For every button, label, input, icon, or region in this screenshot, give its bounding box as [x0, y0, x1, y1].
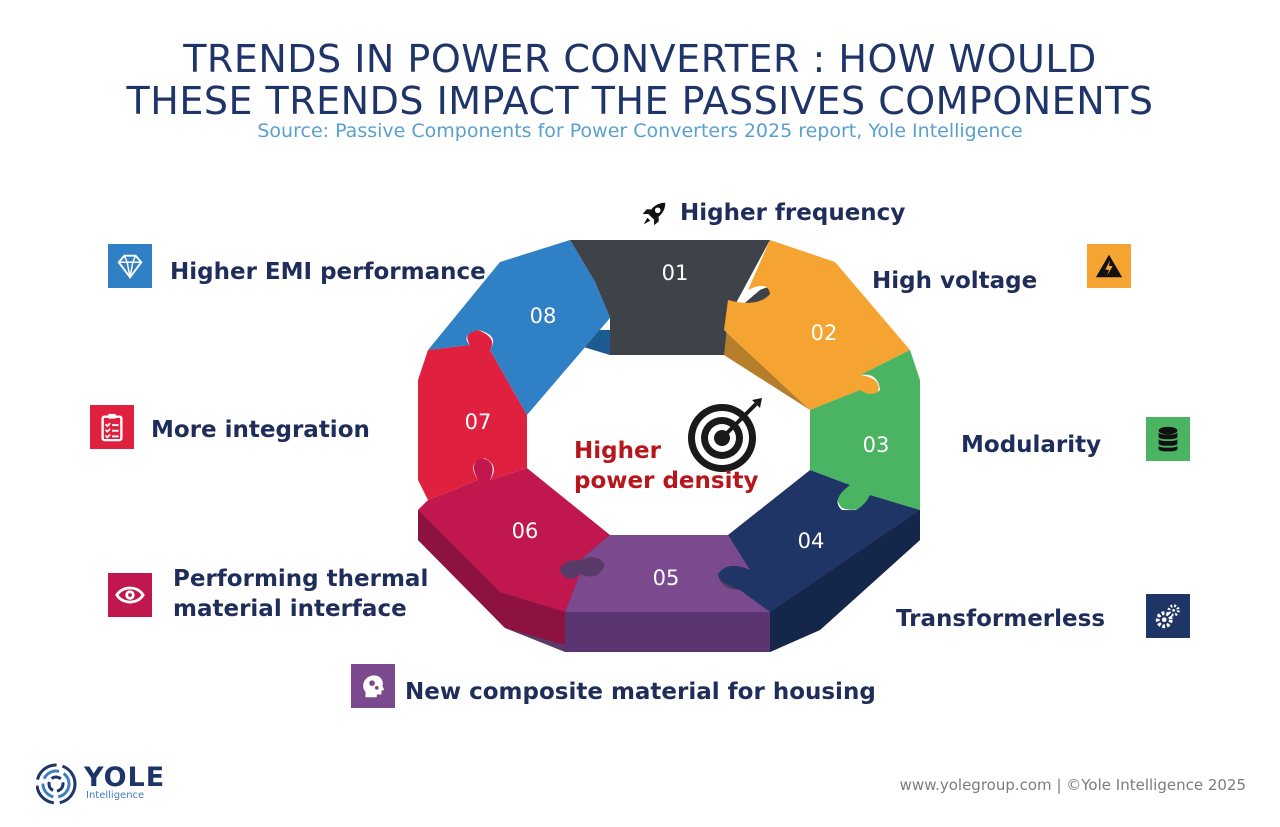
database-icon: [1146, 417, 1190, 461]
clipboard-icon: [90, 405, 134, 449]
rocket-icon: [632, 192, 676, 236]
ring-top: [418, 240, 920, 612]
logo-subtitle: Intelligence: [86, 790, 145, 801]
source-line: Source: Passive Components for Power Con…: [257, 120, 1023, 142]
ring-center: [527, 355, 810, 535]
head-gears-icon: [351, 664, 395, 708]
segment-number-08: 08: [530, 304, 557, 328]
label-higher-frequency: Higher frequency: [680, 200, 906, 226]
title-line-2: THESE TRENDS IMPACT THE PASSIVES COMPONE…: [126, 79, 1154, 123]
label-higher-emi-performance: Higher EMI performance: [170, 259, 486, 285]
high-voltage-icon: [1087, 244, 1131, 288]
segment-06: [418, 458, 610, 612]
segment-06-side: [418, 510, 565, 645]
yole-logo-icon: [36, 763, 77, 805]
label-performing-thermal-line-2: material interface: [173, 596, 407, 622]
segment-number-06: 06: [512, 519, 539, 543]
label-more-integration: More integration: [151, 417, 370, 443]
center-label: Higher power density: [574, 436, 758, 496]
segment-number-04: 04: [798, 529, 825, 553]
center-label-line-1: Higher: [574, 438, 661, 464]
logo-wordmark: YOLE: [84, 762, 166, 793]
segment-03: [810, 350, 920, 510]
segment-number-07: 07: [465, 410, 492, 434]
label-high-voltage: High voltage: [872, 268, 1038, 294]
segment-05: [565, 535, 770, 612]
segment-04: [718, 470, 920, 612]
segment-number-02: 02: [811, 321, 838, 345]
segment-number-01: 01: [662, 261, 689, 285]
segment-08: [428, 240, 610, 415]
diamond-icon: [108, 244, 152, 288]
label-performing-thermal: Performing thermal material interface: [173, 564, 428, 624]
gears-icon: [1146, 594, 1190, 638]
eye-icon: [108, 573, 152, 617]
target-icon: [688, 398, 762, 472]
label-performing-thermal-line-1: Performing thermal: [173, 566, 429, 592]
segment-01: [570, 240, 774, 355]
segment-04-side: [770, 510, 920, 652]
title-line-1: TRENDS IN POWER CONVERTER : HOW WOULD: [183, 37, 1097, 81]
label-modularity: Modularity: [961, 432, 1102, 458]
segment-02: [724, 240, 910, 410]
label-transformerless: Transformerless: [896, 606, 1106, 632]
footer-credit: www.yolegroup.com | ©Yole Intelligence 2…: [899, 776, 1246, 794]
center-label-line-2: power density: [574, 468, 759, 494]
segment-numbers: 01 02 03 04 05 06 07 08: [465, 261, 890, 590]
segment-07: [418, 330, 527, 500]
segment-05-side: [565, 612, 770, 652]
segment-number-03: 03: [863, 433, 890, 457]
label-new-composite-material: New composite material for housing: [405, 679, 876, 705]
segment-number-05: 05: [653, 566, 680, 590]
